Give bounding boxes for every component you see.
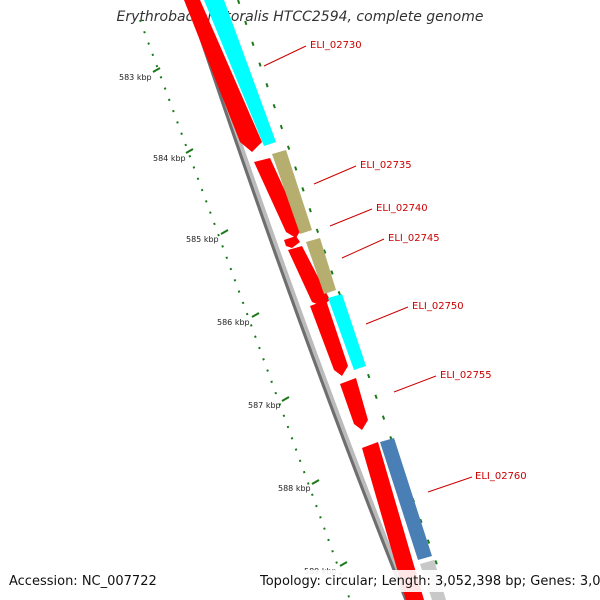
gene-label-eli-02745[interactable]: ELI_02745 bbox=[388, 233, 440, 244]
gene-label-eli-02730[interactable]: ELI_02730 bbox=[310, 40, 362, 51]
cds-block-eli-02750[interactable] bbox=[310, 300, 348, 376]
cds-block-eli-02735[interactable] bbox=[254, 158, 302, 238]
other-rna-block[interactable] bbox=[380, 438, 432, 560]
genome-summary-text: Topology: circular; Length: 3,052,398 bp… bbox=[260, 574, 600, 589]
gene-label-eli-02740[interactable]: ELI_02740 bbox=[376, 203, 428, 214]
cds-block-eli-02755[interactable] bbox=[340, 378, 368, 430]
cds-block-eli-02760[interactable] bbox=[362, 442, 424, 600]
gene-labels: ELI_02730 ELI_02735 ELI_02740 ELI_02745 … bbox=[310, 40, 527, 482]
outer-feature-track bbox=[204, 0, 446, 600]
footer-band bbox=[0, 570, 600, 592]
gene-label-eli-02760[interactable]: ELI_02760 bbox=[475, 471, 527, 482]
cds-block-eli-02740[interactable] bbox=[284, 236, 300, 248]
cds-block-eli-02745[interactable] bbox=[288, 246, 330, 306]
cds-track bbox=[184, 0, 424, 600]
accession-text: Accession: NC_007722 bbox=[9, 574, 157, 589]
rrna-block-2[interactable] bbox=[306, 238, 336, 294]
label-leader-lines bbox=[263, 45, 473, 493]
trna-block-2[interactable] bbox=[328, 294, 366, 370]
tick-label-583: 583 kbp bbox=[119, 73, 152, 82]
gene-label-eli-02755[interactable]: ELI_02755 bbox=[440, 370, 492, 381]
rrna-block-1[interactable] bbox=[272, 150, 312, 234]
tick-label-587: 587 kbp bbox=[248, 401, 281, 410]
tick-dotted-line bbox=[139, 19, 351, 600]
tick-label-586: 586 kbp bbox=[217, 318, 250, 327]
tick-label-584: 584 kbp bbox=[153, 154, 186, 163]
cds-block-eli-02730[interactable] bbox=[184, 0, 262, 152]
backbone bbox=[186, 0, 408, 600]
tick-label-588: 588 kbp bbox=[278, 484, 311, 493]
tick-marks bbox=[152, 67, 348, 567]
tick-label-585: 585 kbp bbox=[186, 235, 219, 244]
gene-label-eli-02750[interactable]: ELI_02750 bbox=[412, 301, 464, 312]
gene-label-eli-02735[interactable]: ELI_02735 bbox=[360, 160, 412, 171]
trna-block-1[interactable] bbox=[204, 0, 276, 146]
